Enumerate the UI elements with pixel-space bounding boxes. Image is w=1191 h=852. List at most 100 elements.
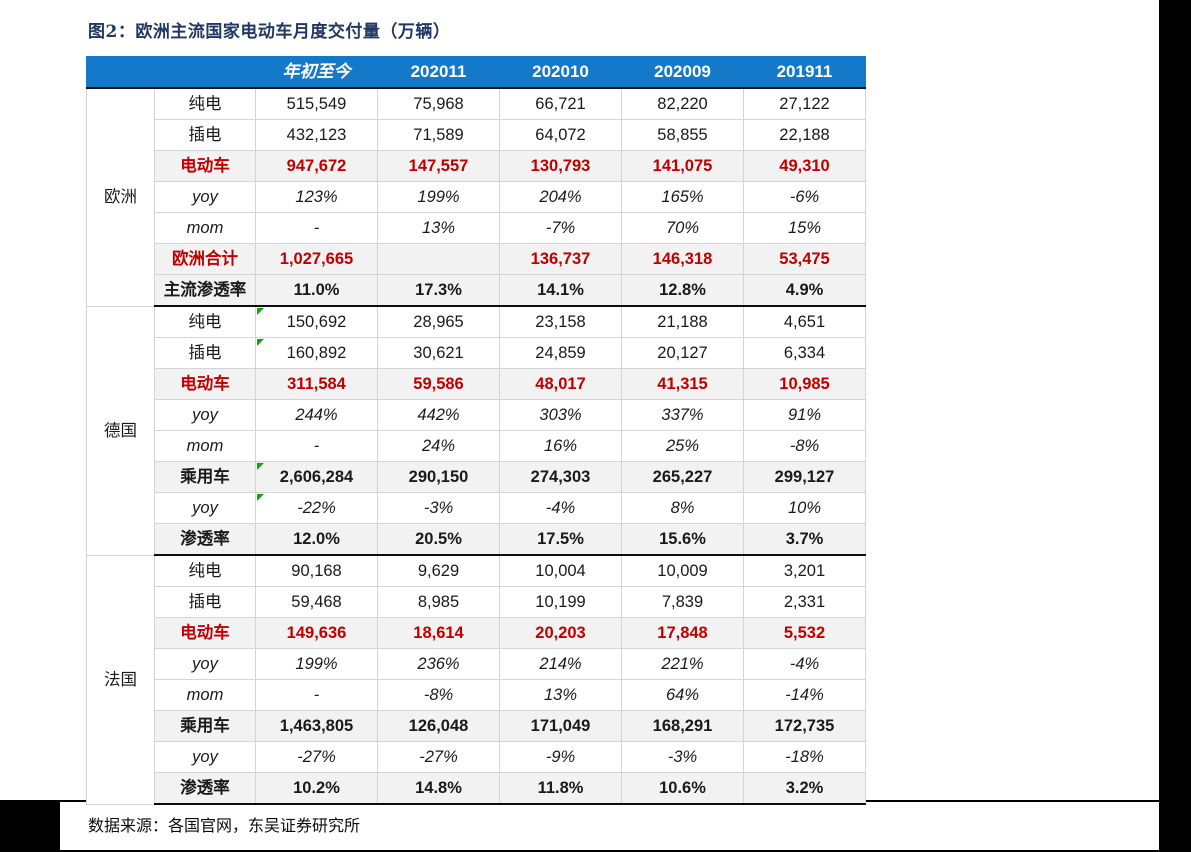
table-row: 插电 160,892 30,621 24,859 20,127 6,334 [87, 337, 866, 369]
header-col-202010[interactable]: 202010 [499, 56, 622, 89]
data-cell: -3% [621, 741, 744, 773]
delivery-table-container: 年初至今 202011 202010 202009 201911 欧洲 纯电 515… [86, 56, 866, 805]
table-row: mom -24% 16% 25% -8% [87, 430, 866, 462]
table-row: 渗透率 10.2% 14.8% 11.8% 10.6% 3.2% [87, 772, 866, 805]
data-cell: 337% [621, 399, 744, 431]
data-cell: 303% [499, 399, 622, 431]
metric-label: 电动车 [154, 150, 256, 182]
data-cell: -8% [743, 430, 866, 462]
data-cell: 16% [499, 430, 622, 462]
figure-title: 图2：欧洲主流国家电动车月度交付量（万辆） [88, 22, 451, 42]
data-cell: -18% [743, 741, 866, 773]
data-cell: 123% [255, 181, 378, 213]
data-cell: 10,009 [621, 554, 744, 587]
data-cell: -9% [499, 741, 622, 773]
data-cell: 90,168 [255, 554, 378, 587]
footer-band [60, 802, 1159, 850]
table-row: 法国 纯电 90,168 9,629 10,004 10,009 3,201 [86, 554, 866, 805]
data-cell: 25% [621, 430, 744, 462]
data-cell: - [255, 679, 378, 711]
data-cell: 311,584 [255, 368, 378, 400]
header-col-202009[interactable]: 202009 [621, 56, 744, 89]
formula-warning-icon [257, 463, 264, 470]
data-cell: 23,158 [499, 305, 622, 338]
metric-label: 主流渗透率 [154, 274, 256, 307]
table-row: yoy 244% 442% 303% 337% 91% [87, 399, 866, 431]
data-cell: 947,672 [255, 150, 378, 182]
data-cell: 10,004 [499, 554, 622, 587]
data-cell: 15.6% [621, 523, 744, 556]
data-cell: 22,188 [743, 119, 866, 151]
data-cell: 274,303 [499, 461, 622, 493]
data-cell: 49,310 [743, 150, 866, 182]
header-col-202011[interactable]: 202011 [377, 56, 500, 89]
data-cell: 1,027,665 [255, 243, 378, 275]
formula-warning-icon [257, 494, 264, 501]
data-cell: -6% [743, 181, 866, 213]
metric-label: yoy [154, 181, 256, 213]
data-cell: 64,072 [499, 119, 622, 151]
data-cell: 7,839 [621, 586, 744, 618]
data-cell: 17,848 [621, 617, 744, 649]
data-cell: 24% [377, 430, 500, 462]
table-row: 乘用车 2,606,284 290,150 274,303 265,227 299,127 [87, 461, 866, 493]
data-cell: 75,968 [377, 87, 500, 120]
data-cell: 71,589 [377, 119, 500, 151]
data-cell: 8% [621, 492, 744, 524]
data-cell: 130,793 [499, 150, 622, 182]
table-row: mom - -8% 13% 64% -14% [87, 679, 866, 711]
data-cell: 149,636 [255, 617, 378, 649]
metric-label: 电动车 [154, 617, 256, 649]
data-cell: 20,203 [499, 617, 622, 649]
data-cell: 14.8% [377, 772, 500, 805]
data-cell: 265,227 [621, 461, 744, 493]
data-cell: 126,048 [377, 710, 500, 742]
table-row: 欧洲合计 1,027,665 136,737 146,318 53,475 [87, 243, 866, 275]
data-cell: 214% [499, 648, 622, 680]
header-col-ytd[interactable]: 年初至今 [255, 56, 378, 89]
data-cell: 6,334 [743, 337, 866, 369]
data-cell: 3,201 [743, 554, 866, 587]
metric-label: 纯电 [154, 305, 256, 338]
formula-warning-icon [257, 308, 264, 315]
ev-delivery-table: 年初至今 202011 202010 202009 201911 欧洲 纯电 515… [86, 56, 866, 805]
data-cell: 91% [743, 399, 866, 431]
data-cell: 515,549 [255, 87, 378, 120]
data-cell: 24,859 [499, 337, 622, 369]
data-cell: 30,621 [377, 337, 500, 369]
data-cell: 41,315 [621, 368, 744, 400]
data-cell: 4.9% [743, 274, 866, 307]
data-cell: 70% [621, 212, 744, 244]
data-cell: -27% [255, 741, 378, 773]
table-row: 欧洲 纯电 515,549 75,968 66,721 82,220 27,122 [86, 87, 866, 307]
data-cell: 442% [377, 399, 500, 431]
metric-label: 乘用车 [154, 461, 256, 493]
data-cell: 59,468 [255, 586, 378, 618]
data-cell: 168,291 [621, 710, 744, 742]
data-cell: 48,017 [499, 368, 622, 400]
metric-label: yoy [154, 399, 256, 431]
table-row: 渗透率 12.0% 20.5% 17.5% 15.6% 3.7% [87, 523, 866, 556]
metric-label: 渗透率 [154, 523, 256, 556]
data-cell: - [255, 212, 378, 244]
metric-label: 纯电 [154, 554, 256, 587]
data-cell: 10.6% [621, 772, 744, 805]
data-cell: 58,855 [621, 119, 744, 151]
data-cell: 10.2% [255, 772, 378, 805]
table-row: 插电 432,123 71,589 64,072 58,855 22,188 [87, 119, 866, 151]
data-cell: 165% [621, 181, 744, 213]
data-cell: -14% [743, 679, 866, 711]
data-cell: 147,557 [377, 150, 500, 182]
data-cell: 27,122 [743, 87, 866, 120]
table-row: yoy -22% -3% -4% 8% 10% [87, 492, 866, 524]
data-cell: -27% [377, 741, 500, 773]
data-cell: 244% [255, 399, 378, 431]
data-cell: 299,127 [743, 461, 866, 493]
header-col-201911[interactable]: 201911 [743, 56, 866, 89]
data-cell: -3% [377, 492, 500, 524]
data-cell: 204% [499, 181, 622, 213]
data-cell: 136,737 [499, 243, 622, 275]
metric-label: 欧洲合计 [154, 243, 256, 275]
metric-label: yoy [154, 741, 256, 773]
data-cell: 1,463,805 [255, 710, 378, 742]
